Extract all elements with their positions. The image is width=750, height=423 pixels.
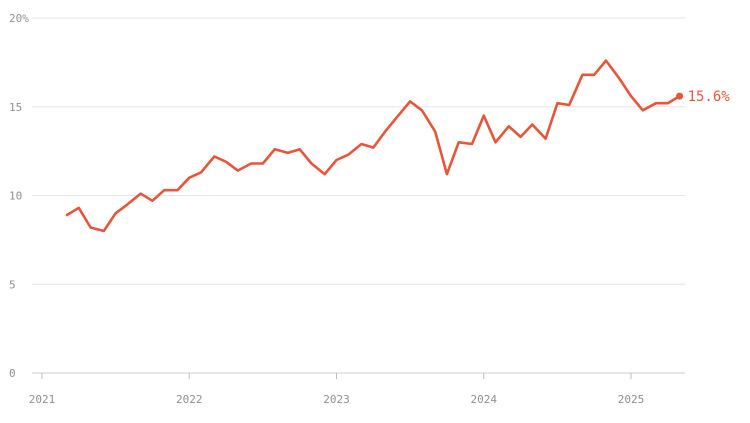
y-tick-label: 10 (9, 190, 22, 203)
series-line (65, 59, 681, 233)
last-point (676, 92, 684, 100)
last-value-label: 15.6% (688, 89, 731, 105)
x-tick-label: 2024 (471, 393, 498, 406)
x-tick-label: 2021 (29, 393, 56, 406)
y-tick-label: 15 (9, 101, 22, 114)
y-tick-label: 5 (9, 278, 16, 291)
x-tick-label: 2025 (618, 393, 645, 406)
y-tick-label: 0 (9, 367, 16, 380)
series-layer: 15.6% (65, 59, 731, 233)
tick-labels: 0 5 10 15 20% 2021 2022 2023 2024 2025 (9, 12, 644, 406)
x-axis (32, 372, 685, 379)
x-tick-label: 2022 (176, 393, 203, 406)
y-tick-label: 20% (9, 12, 29, 25)
gridlines (32, 17, 685, 285)
x-tick-label: 2023 (323, 393, 350, 406)
